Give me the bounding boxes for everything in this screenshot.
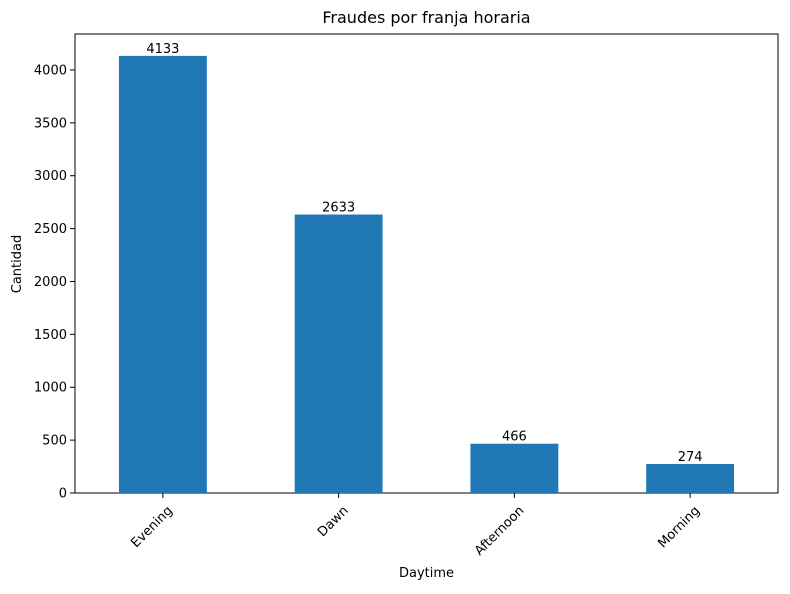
chart-title: Fraudes por franja horaria xyxy=(322,8,530,27)
bar-evening xyxy=(118,55,207,493)
plot-area xyxy=(74,33,779,494)
y-axis: 0 500 1000 1500 2000 2500 3000 3500 4000 xyxy=(34,63,75,502)
x-axis-label: Daytime xyxy=(399,566,454,581)
x-tick-label-evening: Evening xyxy=(128,503,176,551)
y-tick-label-3000: 3000 xyxy=(34,169,67,184)
data-label-afternoon: 466 xyxy=(502,430,527,445)
x-tick-label-dawn: Dawn xyxy=(315,503,352,540)
y-tick-label-0: 0 xyxy=(59,487,67,502)
x-axis: Evening Dawn Afternoon Morning xyxy=(128,493,703,559)
x-tick-label-afternoon: Afternoon xyxy=(472,503,527,558)
y-tick-label-3500: 3500 xyxy=(34,116,67,131)
data-labels-layer: 4133 2633 466 274 xyxy=(146,42,702,465)
data-label-dawn: 2633 xyxy=(322,201,355,216)
bar-morning xyxy=(646,464,735,493)
bar-dawn xyxy=(294,214,383,493)
data-label-morning: 274 xyxy=(678,450,703,465)
y-tick-label-2500: 2500 xyxy=(34,222,67,237)
y-tick-label-2000: 2000 xyxy=(34,275,67,290)
bars-layer xyxy=(118,55,735,493)
plot-frame xyxy=(74,33,779,494)
x-tick-label-morning: Morning xyxy=(655,503,703,551)
y-axis-label: Cantidad xyxy=(10,235,25,293)
y-tick-label-1000: 1000 xyxy=(34,381,67,396)
data-label-evening: 4133 xyxy=(146,42,179,57)
y-tick-label-4000: 4000 xyxy=(34,63,67,78)
y-tick-label-500: 500 xyxy=(42,434,67,449)
y-tick-label-1500: 1500 xyxy=(34,328,67,343)
bar-afternoon xyxy=(470,443,559,493)
